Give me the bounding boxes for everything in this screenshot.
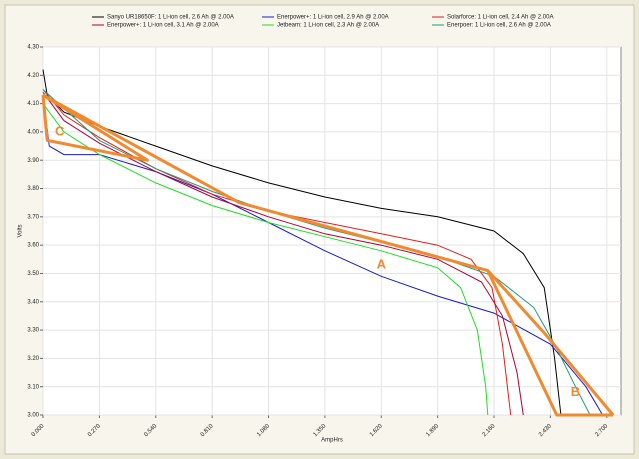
x-axis-label: AmpHrs <box>321 438 343 444</box>
series-line <box>42 103 489 416</box>
annotation-line <box>486 269 614 417</box>
legend-label: Sanyo UR18650F: 1 Li-ion cell, 2.6 Ah @ … <box>107 15 234 21</box>
annotation-line <box>41 93 149 162</box>
legend-label: Jetbeam: 1 Li-ion cell, 2.3 Ah @ 2.00A <box>277 23 379 29</box>
annotation-label: A <box>377 256 387 271</box>
legend-label: Enerpower+: 1 Li-ion cell, 2.9 Ah @ 2.00… <box>277 15 389 21</box>
y-tick-label: 4.00 <box>27 130 39 136</box>
y-tick-label: 3.70 <box>27 214 39 220</box>
series-line <box>42 92 524 416</box>
y-axis-label: Volts <box>18 224 24 237</box>
y-tick-label: 3.50 <box>27 271 39 277</box>
y-tick-label: 3.80 <box>27 186 39 192</box>
y-tick-label: 3.40 <box>27 299 39 305</box>
legend-label: Enerpoer: 1 Li-ion cell, 2.6 Ah @ 2.00A <box>447 23 551 29</box>
y-tick-label: 4.20 <box>27 73 39 79</box>
y-tick-label: 3.90 <box>27 158 39 164</box>
series-line <box>42 89 512 416</box>
y-tick-label: 3.00 <box>27 413 39 419</box>
legend-label: Enerpower+: 1 Li-ion cell, 3.1 Ah @ 2.00… <box>107 23 219 29</box>
annotation-label: C <box>55 123 65 138</box>
annotation-label: B <box>571 384 580 399</box>
y-tick-label: 3.30 <box>27 328 39 334</box>
y-tick-label: 4.30 <box>27 45 39 51</box>
legend-label: Solarforce: 1 Li-ion cell, 2.4 Ah @ 2.00… <box>447 15 553 21</box>
y-tick-label: 3.20 <box>27 356 39 362</box>
plot-area <box>42 46 622 416</box>
y-tick-label: 4.10 <box>27 101 39 107</box>
y-tick-label: 3.10 <box>27 384 39 390</box>
y-tick-label: 3.60 <box>27 243 39 249</box>
